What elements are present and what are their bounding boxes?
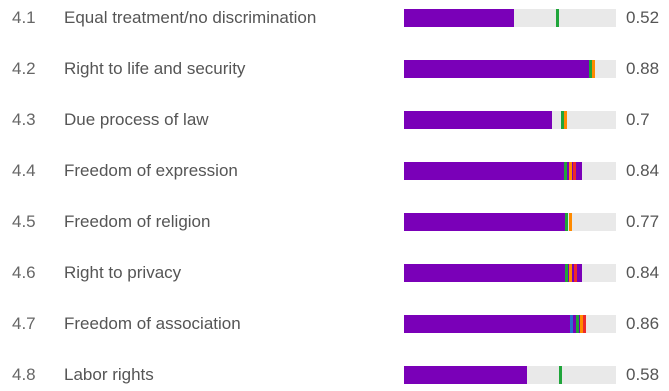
comparison-marker — [569, 213, 573, 231]
factor-label: Freedom of association — [64, 314, 241, 333]
factor-label: Labor rights — [64, 365, 154, 384]
comparison-marker — [564, 111, 568, 129]
comparison-marker — [570, 315, 574, 333]
score-value: 0.52 — [626, 8, 660, 27]
factor-row[interactable]: 4.4 Freedom of expression 0.84 — [0, 158, 669, 184]
score-value: 0.88 — [626, 59, 660, 78]
factor-number: 4.8 — [12, 365, 36, 384]
score-bar-fill — [404, 60, 591, 78]
score-bar — [404, 162, 616, 180]
factor-row[interactable]: 4.2 Right to life and security 0.88 — [0, 56, 669, 82]
factor-row[interactable]: 4.6 Right to privacy 0.84 — [0, 260, 669, 286]
score-bar — [404, 9, 616, 27]
score-bar-fill — [404, 366, 527, 384]
comparison-marker — [592, 60, 596, 78]
factor-row[interactable]: 4.8 Labor rights 0.58 — [0, 362, 669, 388]
score-bar-fill — [404, 9, 515, 27]
factor-number: 4.1 — [12, 8, 36, 27]
comparison-marker — [565, 213, 569, 231]
comparison-marker — [575, 315, 579, 333]
score-value: 0.58 — [626, 365, 660, 384]
factor-number: 4.2 — [12, 59, 36, 78]
comparison-marker — [580, 315, 584, 333]
score-bar — [404, 315, 616, 333]
comparison-marker — [560, 111, 564, 129]
score-value: 0.86 — [626, 314, 660, 333]
factor-number: 4.3 — [12, 110, 36, 129]
score-value: 0.84 — [626, 263, 660, 282]
score-bar — [404, 213, 616, 231]
score-value: 0.84 — [626, 161, 660, 180]
factor-number: 4.7 — [12, 314, 36, 333]
comparison-marker — [564, 162, 568, 180]
comparison-marker — [583, 315, 587, 333]
factor-label: Right to privacy — [64, 263, 182, 282]
factor-number: 4.5 — [12, 212, 36, 231]
comparison-marker — [573, 264, 577, 282]
comparison-marker — [572, 162, 576, 180]
score-bar — [404, 264, 616, 282]
factor-label: Freedom of religion — [64, 212, 211, 231]
score-bar-fill — [404, 264, 583, 282]
score-bar — [404, 60, 616, 78]
comparison-marker — [569, 264, 573, 282]
score-bar — [404, 366, 616, 384]
comparison-marker — [569, 162, 573, 180]
factor-row[interactable]: 4.1 Equal treatment/no discrimination 0.… — [0, 5, 669, 31]
factor-label: Right to life and security — [64, 59, 246, 78]
comparison-marker — [565, 264, 569, 282]
factor-row[interactable]: 4.7 Freedom of association 0.86 — [0, 311, 669, 337]
score-bar-fill — [404, 213, 568, 231]
score-value: 0.7 — [626, 110, 650, 129]
factor-label: Freedom of expression — [64, 161, 238, 180]
comparison-marker — [555, 9, 559, 27]
factor-number: 4.4 — [12, 161, 36, 180]
factor-row[interactable]: 4.3 Due process of law 0.7 — [0, 107, 669, 133]
score-bar-fill — [404, 111, 553, 129]
comparison-marker — [589, 60, 593, 78]
factor-number: 4.6 — [12, 263, 36, 282]
score-bar — [404, 111, 616, 129]
factor-label: Equal treatment/no discrimination — [64, 8, 317, 27]
score-bar-fill — [404, 162, 583, 180]
factor-row[interactable]: 4.5 Freedom of religion 0.77 — [0, 209, 669, 235]
factor-label: Due process of law — [64, 110, 209, 129]
comparison-marker — [558, 366, 562, 384]
score-value: 0.77 — [626, 212, 660, 231]
score-bar-fill — [404, 315, 587, 333]
